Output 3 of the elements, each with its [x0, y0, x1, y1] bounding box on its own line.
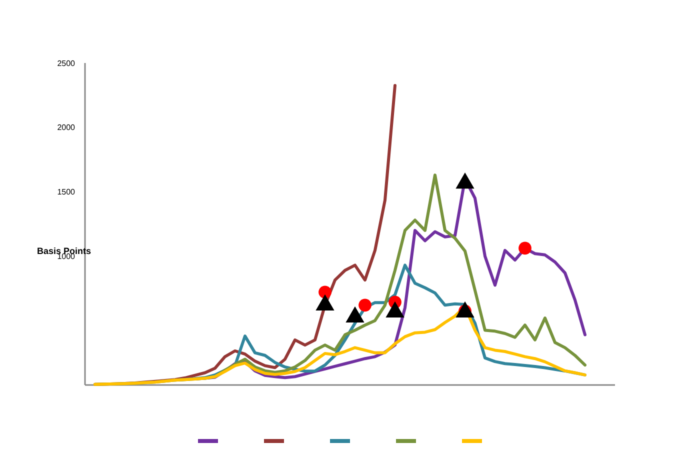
y-tick-label: 2500 [57, 58, 76, 68]
y-tick-label: 2000 [57, 123, 76, 132]
y-tick-label: 1500 [57, 188, 76, 197]
